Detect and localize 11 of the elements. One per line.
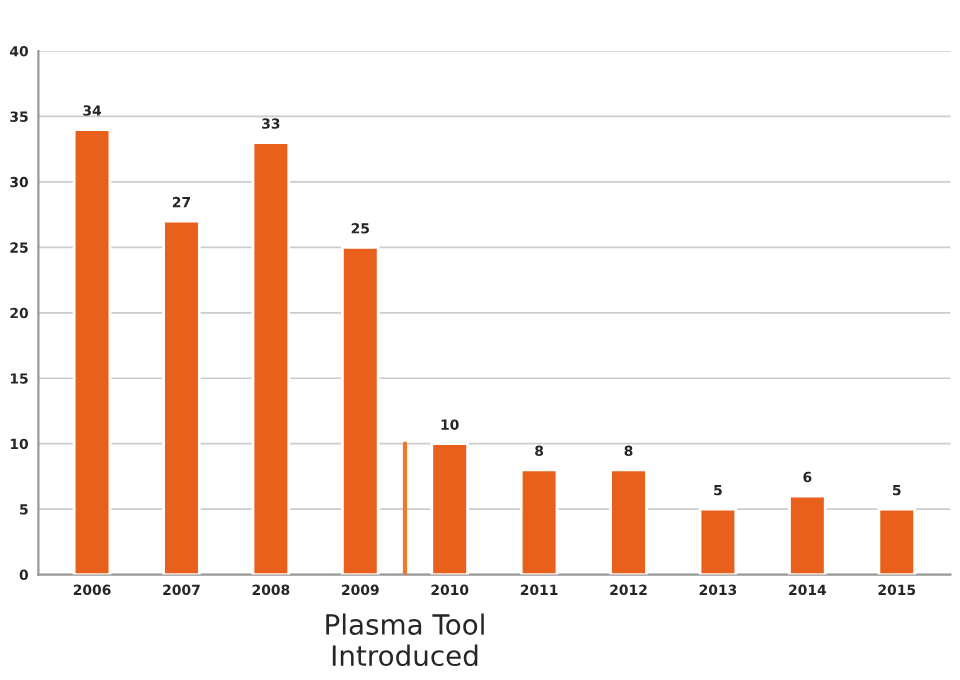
bar — [519, 468, 559, 575]
bar — [72, 128, 112, 575]
bar — [341, 245, 380, 575]
bar — [609, 468, 648, 575]
bar — [430, 442, 469, 575]
bar — [698, 507, 738, 575]
bar — [251, 141, 291, 575]
bar — [162, 219, 201, 575]
ref-line-label: Plasma Tool Introduced — [326, 613, 484, 667]
bar — [877, 507, 917, 575]
bar — [788, 494, 827, 575]
